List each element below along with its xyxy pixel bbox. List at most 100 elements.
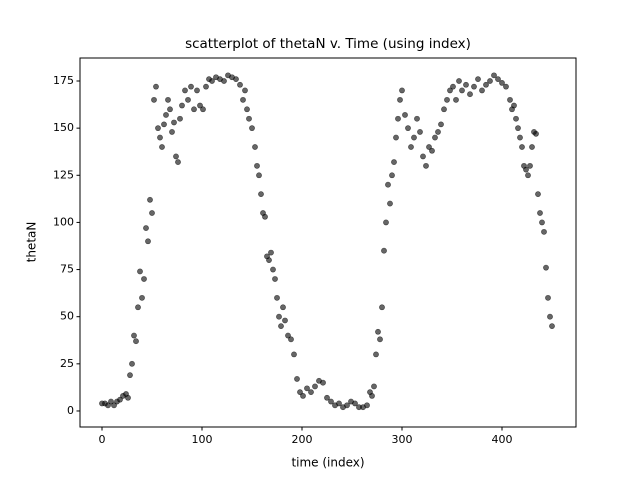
point — [237, 81, 243, 88]
y-tick-label: 50 — [60, 310, 74, 323]
point — [533, 130, 539, 137]
point — [304, 385, 310, 392]
y-tick-label: 125 — [53, 168, 74, 181]
point — [432, 134, 438, 141]
point — [278, 323, 284, 330]
point — [285, 332, 291, 339]
point — [414, 115, 420, 122]
point — [270, 266, 276, 273]
point — [420, 153, 426, 160]
point — [108, 398, 114, 405]
point — [447, 87, 453, 94]
point — [169, 129, 175, 135]
point — [147, 196, 153, 203]
point — [393, 134, 399, 141]
point — [515, 125, 521, 132]
point — [262, 213, 268, 220]
y-axis-label: thetaN — [25, 222, 39, 263]
point — [280, 304, 286, 311]
point — [171, 119, 177, 126]
point — [105, 402, 111, 409]
point — [525, 172, 531, 179]
point — [547, 313, 553, 320]
point — [336, 400, 342, 407]
point — [535, 191, 541, 198]
point — [209, 78, 215, 84]
point — [155, 125, 161, 132]
point — [294, 376, 300, 382]
point — [379, 304, 385, 311]
point — [163, 112, 169, 118]
point — [499, 79, 505, 86]
point — [203, 83, 209, 90]
point — [249, 125, 255, 132]
chart-title: scatterplot of thetaN v. Time (using ind… — [185, 36, 471, 52]
point — [125, 394, 131, 401]
point — [541, 228, 547, 235]
y-tick-label: 25 — [60, 357, 74, 370]
y-tick-label: 150 — [53, 121, 74, 134]
point — [463, 81, 469, 88]
point — [545, 294, 551, 301]
point — [175, 159, 181, 165]
point — [197, 102, 203, 109]
point — [320, 379, 326, 386]
point — [246, 115, 252, 122]
point — [266, 257, 272, 264]
point — [352, 400, 358, 407]
point — [135, 304, 141, 311]
point — [429, 147, 435, 154]
point — [450, 83, 456, 90]
point — [141, 276, 147, 282]
point — [145, 238, 151, 245]
point — [167, 106, 173, 113]
point — [375, 328, 381, 335]
point — [221, 78, 227, 84]
point — [194, 87, 200, 94]
point — [159, 144, 165, 150]
point — [507, 96, 513, 103]
x-tick-label: 0 — [99, 433, 106, 446]
point — [127, 372, 133, 379]
x-tick-label: 200 — [292, 433, 313, 446]
point — [131, 332, 137, 339]
x-tick-label: 400 — [492, 433, 513, 446]
point — [549, 323, 555, 330]
point — [242, 87, 248, 94]
point — [513, 115, 519, 122]
point — [129, 360, 135, 367]
x-tick-label: 300 — [392, 433, 413, 446]
point — [256, 172, 262, 179]
point — [272, 276, 278, 282]
point — [288, 336, 294, 343]
point — [308, 389, 314, 396]
point — [405, 125, 411, 132]
point — [543, 264, 549, 271]
point — [383, 219, 389, 226]
axes-frame — [79, 57, 577, 428]
point — [139, 294, 145, 301]
point — [381, 247, 387, 254]
point — [475, 76, 481, 83]
point — [539, 219, 545, 226]
point — [453, 96, 459, 103]
point — [185, 96, 191, 103]
point — [402, 112, 408, 118]
point — [111, 402, 117, 409]
point — [244, 106, 250, 113]
point — [395, 115, 401, 122]
x-tick-label: 100 — [192, 433, 213, 446]
point — [373, 351, 379, 358]
point — [523, 166, 529, 173]
y-tick-label: 175 — [53, 74, 74, 87]
point — [137, 268, 143, 275]
point — [495, 76, 501, 83]
point — [157, 134, 163, 141]
point — [133, 338, 139, 345]
point — [397, 96, 403, 103]
point — [456, 78, 462, 84]
point — [517, 134, 523, 141]
point — [471, 83, 477, 90]
point — [391, 159, 397, 165]
